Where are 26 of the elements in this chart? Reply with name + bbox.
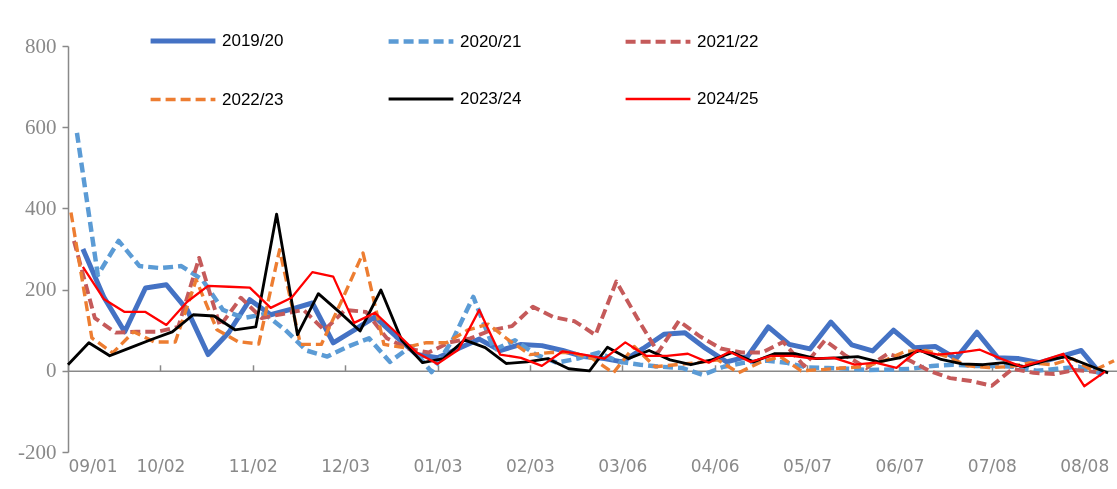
- x-tick-label: 03/06: [598, 455, 648, 476]
- x-tick-label: 01/03: [413, 455, 463, 476]
- x-tick-label: 04/06: [690, 455, 740, 476]
- x-tick-label: 07/08: [967, 455, 1017, 476]
- legend-label: 2023/24: [460, 89, 522, 108]
- x-tick-label: 11/02: [228, 455, 278, 476]
- x-tick-label: 12/03: [321, 455, 371, 476]
- x-tick-label: 05/07: [783, 455, 833, 476]
- y-tick-label: 200: [25, 277, 57, 302]
- legend-label: 2021/22: [697, 31, 759, 51]
- line-series: [81, 265, 1107, 388]
- x-tick-label: 09/01: [68, 455, 118, 476]
- y-tick-label: -200: [18, 439, 57, 464]
- x-tick-label: 10/02: [136, 455, 186, 476]
- x-tick-label: 02/03: [505, 455, 555, 476]
- legend-label: 2019/20: [222, 31, 284, 50]
- y-tick-label: 0: [46, 358, 57, 383]
- x-tick-label: 08/08: [1060, 455, 1110, 476]
- y-tick-label: 800: [25, 33, 57, 58]
- x-tick-label: 06/07: [875, 455, 925, 476]
- line-series: [74, 130, 1102, 378]
- legend-label: 2020/21: [460, 31, 522, 51]
- legend-label: 2022/23: [222, 89, 284, 109]
- y-tick-label: 400: [25, 195, 57, 220]
- legend-label: 2024/25: [697, 89, 759, 108]
- y-tick-label: 600: [25, 114, 57, 139]
